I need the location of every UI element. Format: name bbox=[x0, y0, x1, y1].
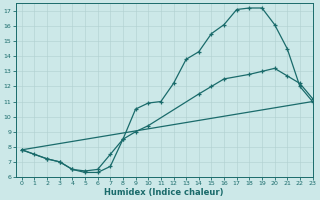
X-axis label: Humidex (Indice chaleur): Humidex (Indice chaleur) bbox=[104, 188, 224, 197]
